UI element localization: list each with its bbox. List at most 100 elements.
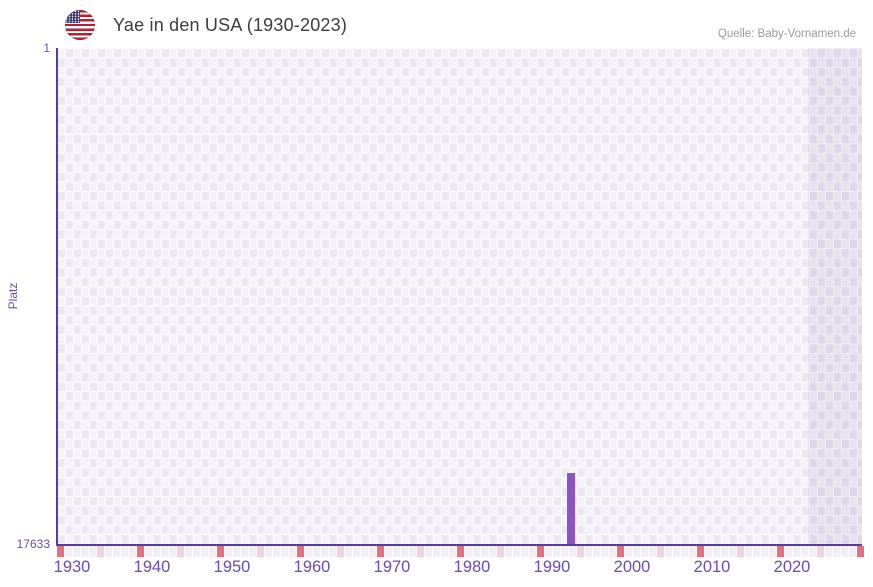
rank-bar-1993[interactable] xyxy=(567,473,575,544)
marker-cell xyxy=(233,546,240,557)
y-axis-title: Platz xyxy=(6,282,20,310)
marker-cell xyxy=(65,546,72,557)
marker-cell xyxy=(721,546,728,557)
x-tick-label: 2000 xyxy=(613,558,651,576)
marker-cell xyxy=(249,546,256,557)
marker-cell xyxy=(217,546,224,557)
marker-cell xyxy=(153,546,160,557)
source-attribution: Quelle: Baby-Vornamen.de xyxy=(717,28,856,40)
marker-cell xyxy=(753,546,760,557)
marker-cell xyxy=(169,546,176,557)
x-tick-label: 1980 xyxy=(453,558,491,576)
marker-cell xyxy=(441,546,448,557)
marker-cell xyxy=(769,546,776,557)
marker-cell xyxy=(505,546,512,557)
marker-cell xyxy=(145,546,152,557)
marker-cell xyxy=(81,546,88,557)
marker-cell xyxy=(537,546,544,557)
marker-cell xyxy=(857,546,864,557)
marker-cell xyxy=(665,546,672,557)
marker-cell xyxy=(129,546,136,557)
usa-flag-icon xyxy=(65,10,95,40)
future-years-shade xyxy=(808,48,862,544)
marker-cell xyxy=(497,546,504,557)
marker-cell xyxy=(745,546,752,557)
marker-cell xyxy=(713,546,720,557)
x-tick-label: 1970 xyxy=(373,558,411,576)
marker-cell xyxy=(473,546,480,557)
marker-cell xyxy=(209,546,216,557)
marker-cell xyxy=(777,546,784,557)
x-axis-line xyxy=(56,543,862,546)
marker-cell xyxy=(97,546,104,557)
marker-cell xyxy=(273,546,280,557)
marker-cell xyxy=(105,546,112,557)
marker-cell xyxy=(225,546,232,557)
marker-cell xyxy=(825,546,832,557)
x-axis-tick-labels: 1930 1940 1950 1960 1970 1980 1990 2000 2010 2020 xyxy=(54,558,862,582)
marker-cell xyxy=(833,546,840,557)
marker-cell xyxy=(673,546,680,557)
marker-cell xyxy=(785,546,792,557)
marker-cell xyxy=(697,546,704,557)
marker-cell xyxy=(849,546,856,557)
marker-cell xyxy=(337,546,344,557)
marker-cell xyxy=(561,546,568,557)
marker-cell xyxy=(185,546,192,557)
marker-cell xyxy=(425,546,432,557)
marker-cell xyxy=(305,546,312,557)
marker-cell xyxy=(417,546,424,557)
marker-cell xyxy=(633,546,640,557)
marker-cell xyxy=(521,546,528,557)
marker-cell xyxy=(73,546,80,557)
marker-cell xyxy=(529,546,536,557)
marker-cell xyxy=(409,546,416,557)
marker-cell xyxy=(353,546,360,557)
chart-title: Yae in den USA (1930-2023) xyxy=(113,15,348,35)
marker-cell xyxy=(681,546,688,557)
y-axis-tick-bottom: 17633 xyxy=(16,537,50,551)
marker-cell xyxy=(657,546,664,557)
marker-cell xyxy=(737,546,744,557)
marker-cell xyxy=(465,546,472,557)
marker-cell xyxy=(585,546,592,557)
marker-cell xyxy=(377,546,384,557)
plot-area[interactable] xyxy=(56,48,862,546)
marker-cell xyxy=(601,546,608,557)
usa-flag-canton xyxy=(65,10,80,23)
marker-cell xyxy=(705,546,712,557)
x-tick-label: 1960 xyxy=(293,558,331,576)
marker-cell xyxy=(625,546,632,557)
marker-cell xyxy=(89,546,96,557)
marker-cell xyxy=(345,546,352,557)
marker-cell xyxy=(57,546,64,557)
marker-cell xyxy=(841,546,848,557)
y-axis-line xyxy=(56,48,58,544)
marker-cell xyxy=(433,546,440,557)
marker-cell xyxy=(649,546,656,557)
marker-cell xyxy=(489,546,496,557)
marker-cell xyxy=(553,546,560,557)
marker-cell xyxy=(457,546,464,557)
marker-cell xyxy=(801,546,808,557)
marker-cell xyxy=(361,546,368,557)
marker-cell xyxy=(281,546,288,557)
marker-cell xyxy=(449,546,456,557)
marker-cell xyxy=(393,546,400,557)
marker-cell xyxy=(609,546,616,557)
marker-cell xyxy=(793,546,800,557)
marker-cell xyxy=(321,546,328,557)
marker-cell xyxy=(241,546,248,557)
marker-cell xyxy=(729,546,736,557)
marker-cell xyxy=(313,546,320,557)
marker-cell xyxy=(513,546,520,557)
x-tick-label: 1950 xyxy=(213,558,251,576)
marker-cell xyxy=(369,546,376,557)
x-tick-label: 1940 xyxy=(133,558,171,576)
marker-cell xyxy=(481,546,488,557)
marker-cell xyxy=(329,546,336,557)
marker-cell xyxy=(593,546,600,557)
marker-cell xyxy=(401,546,408,557)
marker-cell xyxy=(121,546,128,557)
